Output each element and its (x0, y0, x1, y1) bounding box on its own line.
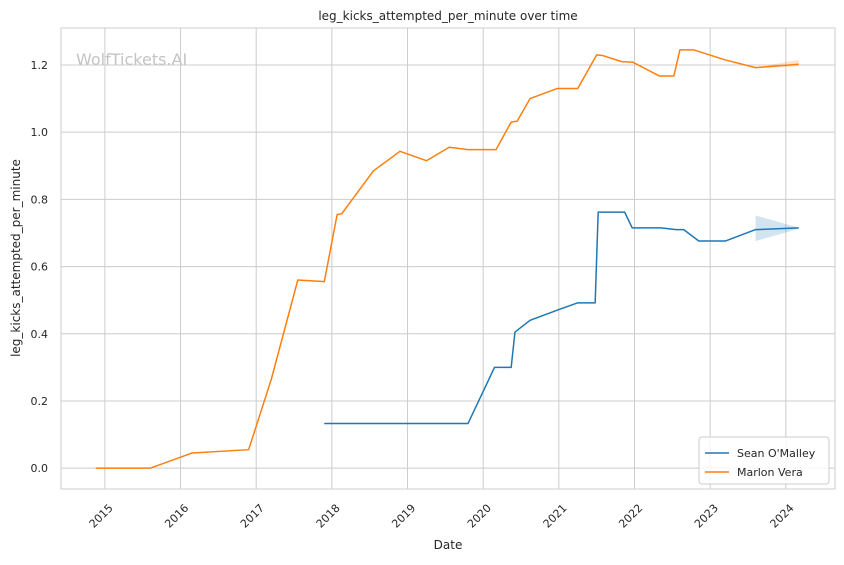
axes-frame (60, 27, 836, 490)
watermark: WolfTickets.AI (76, 50, 187, 69)
y-axis-label: leg_kicks_attempted_per_minute (9, 159, 23, 357)
y-tick-label: 0.4 (31, 328, 49, 341)
series-line-sean-o-malley (324, 211, 799, 425)
legend-label-marlon-vera: Marlon Vera (737, 466, 803, 479)
y-tick-label: 0.0 (31, 462, 49, 475)
series-lines (95, 49, 799, 469)
legend-label-sean-omalley: Sean O'Malley (737, 447, 816, 460)
y-tick-label: 0.8 (31, 193, 49, 206)
x-axis-label: Date (434, 538, 463, 552)
plot-area: WolfTickets.AI (60, 27, 836, 490)
axes-background (61, 28, 835, 489)
series-line-marlon-vera (95, 49, 799, 469)
y-tick-label: 1.0 (31, 126, 49, 139)
confidence-band-marlon-vera (755, 59, 799, 68)
y-tick-label: 0.6 (31, 261, 49, 274)
y-axis-ticks: 0.0 0.2 0.4 0.6 0.8 1.0 1.2 (31, 59, 49, 475)
y-tick-label: 0.2 (31, 395, 49, 408)
legend-frame (698, 436, 830, 485)
legend: Sean O'Malley Marlon Vera (698, 436, 830, 485)
chart-title: leg_kicks_attempted_per_minute over time (318, 9, 577, 23)
y-tick-label: 1.2 (31, 59, 49, 72)
